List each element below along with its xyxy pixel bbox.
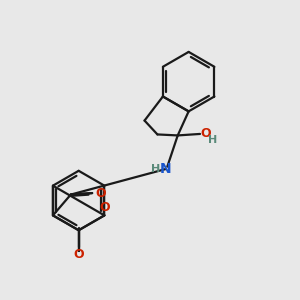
Text: O: O: [99, 202, 110, 214]
Text: O: O: [74, 248, 84, 261]
Text: N: N: [160, 162, 172, 176]
Text: H: H: [151, 164, 160, 174]
Text: O: O: [95, 187, 106, 200]
Text: O: O: [201, 127, 211, 140]
Text: H: H: [208, 136, 218, 146]
